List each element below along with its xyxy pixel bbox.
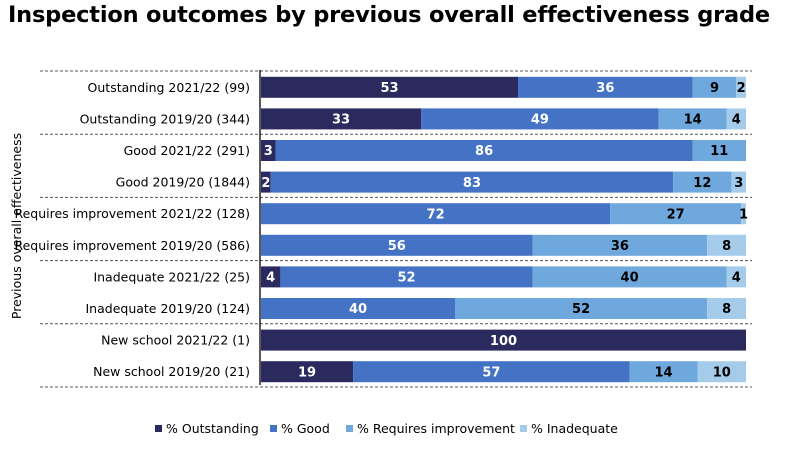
bar-segment bbox=[726, 266, 746, 288]
category-label: Inadequate 2019/20 (124) bbox=[86, 301, 251, 316]
bar-value-label: 2 bbox=[737, 81, 746, 96]
bar-value-label: 14 bbox=[655, 365, 673, 380]
bar-segment bbox=[261, 234, 533, 256]
bar-segment bbox=[532, 234, 708, 256]
bar-value-label: 52 bbox=[397, 271, 415, 286]
bar-segment bbox=[261, 76, 519, 98]
bar-segment bbox=[261, 140, 276, 161]
bar-segment bbox=[707, 298, 746, 319]
bar-segment bbox=[658, 108, 727, 130]
bar-segment bbox=[736, 76, 746, 98]
chart-title: Inspection outcomes by previous overall … bbox=[8, 2, 770, 28]
bar-segment bbox=[518, 76, 693, 98]
bar-segment bbox=[261, 298, 455, 319]
bar-value-label: 8 bbox=[722, 302, 731, 317]
bar-value-label: 40 bbox=[349, 302, 367, 317]
bar-value-label: 72 bbox=[427, 207, 445, 222]
bar-value-label: 14 bbox=[684, 113, 702, 128]
bar-segment bbox=[275, 140, 693, 161]
bar-value-label: 3 bbox=[264, 144, 273, 159]
bar-segment bbox=[261, 108, 422, 130]
bar-segment bbox=[673, 171, 732, 193]
bar-segment bbox=[731, 171, 746, 193]
legend-swatch bbox=[270, 425, 277, 432]
bar-value-label: 4 bbox=[732, 271, 741, 286]
bar-segment bbox=[270, 171, 674, 193]
bar-segment bbox=[532, 266, 727, 288]
bar-segment bbox=[610, 203, 742, 225]
category-labels: Outstanding 2021/22 (99) Outstanding 2019… bbox=[14, 80, 250, 379]
legend-label: % Inadequate bbox=[531, 421, 618, 436]
bar-value-label: 27 bbox=[667, 207, 685, 222]
category-label: Requires improvement 2019/20 (586) bbox=[14, 238, 250, 253]
legend-label: % Requires improvement bbox=[357, 421, 515, 436]
category-label: New school 2019/20 (21) bbox=[93, 364, 250, 379]
bar-value-label: 12 bbox=[693, 176, 711, 191]
bar-value-label: 36 bbox=[596, 81, 614, 96]
bar-segment bbox=[726, 108, 746, 130]
bar-segment bbox=[455, 298, 708, 319]
bar-value-label: 49 bbox=[531, 113, 549, 128]
bar-value-label: 56 bbox=[388, 239, 406, 254]
bar-value-label: 33 bbox=[332, 113, 350, 128]
group-separators bbox=[40, 70, 752, 388]
bar-value-label: 3 bbox=[734, 176, 743, 191]
bar-value-label: 53 bbox=[380, 81, 398, 96]
bar-value-label: 36 bbox=[611, 239, 629, 254]
legend-label: % Good bbox=[281, 421, 330, 436]
legend-swatch bbox=[155, 425, 162, 432]
category-label: Good 2021/22 (291) bbox=[124, 143, 250, 158]
bar-value-label: 10 bbox=[713, 365, 731, 380]
bar-value-label: 1 bbox=[739, 207, 748, 222]
y-axis-label: Previous overall effectiveness bbox=[9, 133, 24, 319]
bar-value-label: 100 bbox=[490, 334, 517, 349]
bar-value-label: 4 bbox=[732, 113, 741, 128]
bars: 53 36 9 2 33 49 14 4 3 86 11 2 83 12 3 72 27 1 56 36 8 4 52 40 4… bbox=[261, 76, 748, 383]
bar-value-label: 9 bbox=[710, 81, 719, 96]
bar-value-label: 57 bbox=[482, 365, 500, 380]
bar-segment bbox=[353, 361, 630, 383]
bar-value-label: 4 bbox=[266, 271, 275, 286]
bar-segment bbox=[261, 361, 354, 383]
bar-value-label: 86 bbox=[475, 144, 493, 159]
bar-value-label: 83 bbox=[463, 176, 481, 191]
bar-segment bbox=[261, 171, 271, 193]
bar-segment bbox=[261, 329, 746, 351]
legend: % Outstanding % Good % Requires improvemen… bbox=[155, 421, 618, 436]
legend-swatch bbox=[346, 425, 353, 432]
legend-label: % Outstanding bbox=[166, 421, 259, 436]
bar-segment bbox=[629, 361, 698, 383]
bar-value-label: 40 bbox=[621, 271, 639, 286]
bar-segment bbox=[741, 203, 746, 225]
bar-segment bbox=[697, 361, 746, 383]
category-label: Outstanding 2019/20 (344) bbox=[80, 111, 250, 126]
bar-segment bbox=[692, 76, 737, 98]
legend-swatch bbox=[520, 425, 527, 432]
bar-value-label: 11 bbox=[710, 144, 728, 159]
bar-segment bbox=[280, 266, 533, 288]
bar-segment bbox=[692, 140, 746, 161]
bar-value-label: 8 bbox=[722, 239, 731, 254]
category-label: Requires improvement 2021/22 (128) bbox=[14, 206, 250, 221]
bar-segment bbox=[261, 203, 611, 225]
category-label: New school 2021/22 (1) bbox=[101, 333, 250, 348]
category-label: Outstanding 2021/22 (99) bbox=[88, 80, 250, 95]
bar-value-label: 52 bbox=[572, 302, 590, 317]
bar-segment bbox=[261, 266, 281, 288]
category-label: Good 2019/20 (1844) bbox=[116, 175, 250, 190]
bar-segment bbox=[421, 108, 659, 130]
category-label: Inadequate 2021/22 (25) bbox=[93, 269, 250, 284]
bar-value-label: 2 bbox=[261, 176, 270, 191]
bar-value-label: 19 bbox=[298, 365, 316, 380]
bar-segment bbox=[707, 234, 746, 256]
